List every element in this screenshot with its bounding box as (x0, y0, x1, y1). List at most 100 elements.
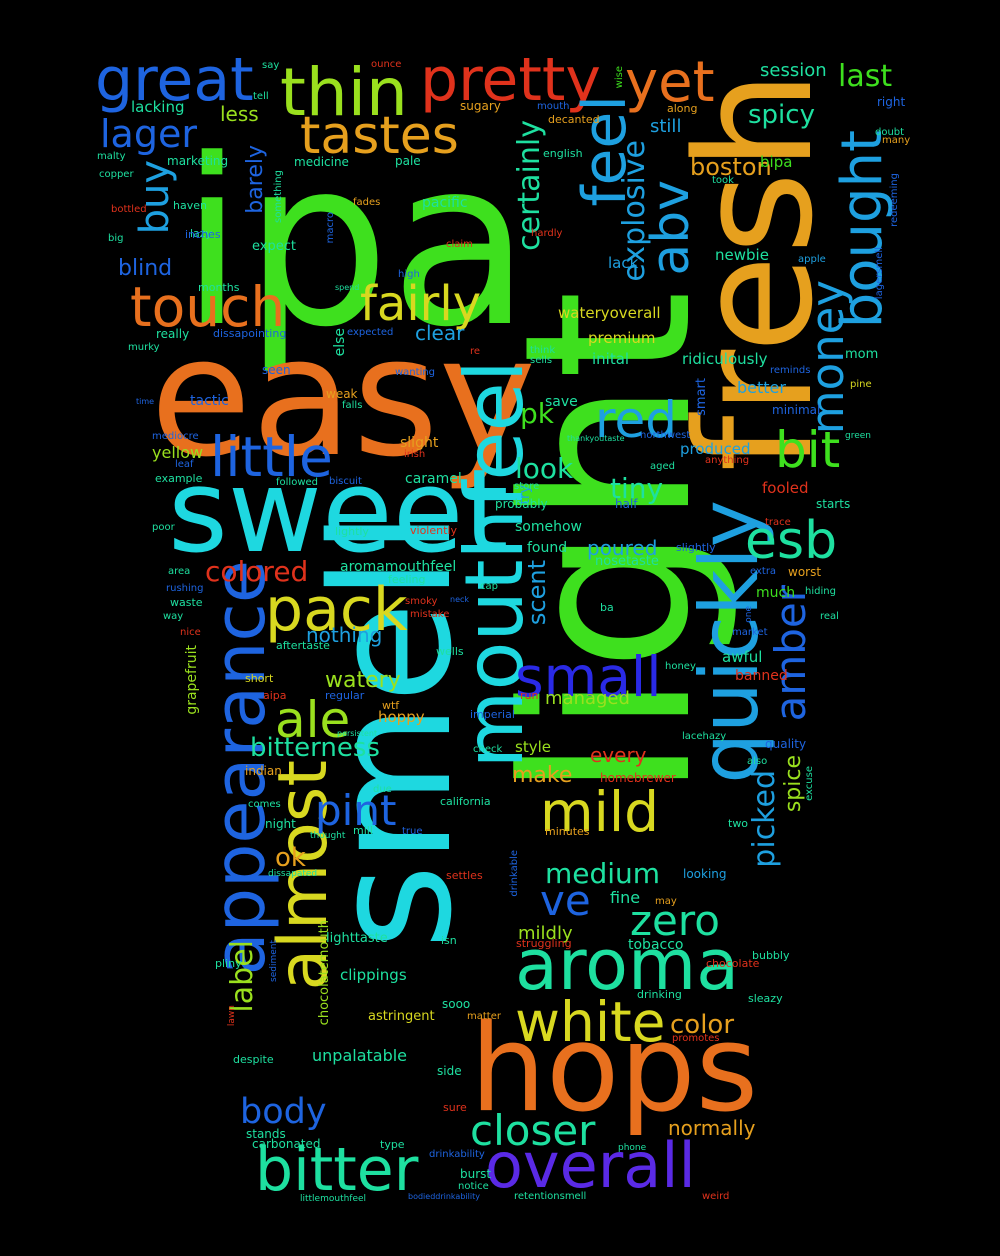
word-color: color (670, 1010, 735, 1040)
word-smart: smart (694, 378, 709, 416)
word-better: better (737, 378, 786, 397)
word-pacific: pacific (422, 195, 468, 211)
word-lack: lack (608, 254, 639, 272)
word-else: else (332, 328, 348, 357)
word-short: short (245, 672, 274, 685)
word-somehow: somehow (515, 519, 582, 535)
word-label: label (225, 940, 260, 1013)
word-may: may (655, 896, 677, 907)
word-say: say (262, 60, 280, 71)
word-trace: trace (765, 517, 791, 528)
word-northwest: northwest (640, 430, 691, 441)
word-bottled: bottled (111, 204, 147, 215)
word-reminds: reminds (770, 365, 811, 376)
word-re: re (470, 346, 481, 357)
word-grapefruit: grapefruit (184, 645, 200, 715)
word-also: also (747, 756, 768, 767)
word-yellow: yellow (152, 443, 204, 462)
word-every: every (590, 743, 647, 767)
word-ounce: ounce (371, 59, 402, 70)
word-drinking: drinking (637, 988, 682, 1001)
word-red: red (595, 391, 677, 449)
word-astringent: astringent (368, 1009, 435, 1024)
word-wateryoverall: wateryoverall (558, 304, 661, 322)
word-managed: managed (545, 688, 630, 709)
word-zero: zero (630, 896, 720, 945)
word-market: market (732, 627, 768, 638)
word-smoky: smoky (405, 596, 438, 607)
word-english: english (543, 147, 583, 160)
word-spicy: spicy (748, 100, 815, 130)
word-lager: lager (100, 112, 197, 156)
word-homebrewer: homebrewer (600, 771, 676, 785)
word-dissapointing: dissapointing (213, 327, 287, 340)
word-one: one (744, 606, 754, 623)
word-many: many (882, 135, 911, 146)
word-sweet: sweet (168, 445, 509, 579)
word-redeeming: redeeming (889, 173, 900, 227)
word-ve: ve (540, 876, 591, 925)
word-wanting: wanting (395, 367, 436, 378)
word-hardly: hardly (531, 228, 563, 239)
word-pale: pale (395, 154, 421, 168)
word-small: small (515, 645, 662, 709)
word-pretty: pretty (420, 45, 601, 115)
word-regular: regular (325, 689, 365, 702)
word-burst: burst (460, 1167, 492, 1181)
word-way: way (163, 611, 184, 622)
word-high: high (398, 269, 420, 280)
word-neck: neck (450, 595, 470, 604)
word-picked: picked (747, 770, 782, 868)
word-ipa: ipa (180, 111, 531, 378)
word-closer: closer (470, 1106, 596, 1155)
word-yet: yet (625, 50, 715, 115)
word-stands: stands (246, 1127, 286, 1141)
word-bit: bit (775, 421, 841, 479)
word-haven: haven (173, 199, 207, 212)
word-hops: hops (470, 1000, 759, 1139)
word-normally: normally (668, 1116, 756, 1140)
word-aroma: aroma (515, 924, 740, 1006)
word-ale: ale (275, 691, 351, 749)
word-thin: thin (280, 54, 408, 131)
word-retentionsmell: retentionsmell (514, 1191, 587, 1202)
word-ok: ok (275, 843, 306, 873)
word-struggling: struggling (516, 937, 572, 950)
word-quality: quality (765, 737, 807, 751)
word-tastes: tastes (300, 106, 459, 166)
word-drinkable: drinkable (509, 850, 520, 897)
word-lighttaste: lighttaste (326, 931, 388, 946)
word-medium: medium (545, 857, 661, 890)
word-worst: worst (788, 565, 822, 579)
word-nosetaste: nosetaste (595, 554, 659, 569)
word-scent: scent (523, 560, 551, 626)
word-ridiculously: ridiculously (682, 350, 768, 368)
word-sooo: sooo (442, 997, 471, 1011)
word-claim: claim (446, 239, 473, 250)
word-mouth: mouth (537, 101, 570, 112)
word-carbonated: carbonated (252, 1137, 321, 1151)
word-weak: weak (326, 387, 358, 401)
word-white: white (515, 990, 666, 1054)
word-pliny: pliny (215, 957, 242, 970)
word-ba: ba (600, 601, 614, 614)
word-minimal: minimal (772, 403, 821, 417)
word-anything: anything (705, 455, 750, 466)
word-pack: pack (265, 575, 408, 645)
word-despite: despite (233, 1053, 274, 1066)
word-check: check (473, 744, 503, 755)
word-hiding: hiding (805, 586, 836, 597)
word-leaf: leaf (175, 459, 194, 470)
word-spice: spice (781, 755, 806, 813)
word-promotes: promotes (672, 1033, 720, 1044)
word-less: less (220, 102, 259, 126)
word-excuse: excuse (804, 766, 815, 801)
word-mill: mill (353, 824, 373, 837)
word-wtf: wtf (382, 699, 400, 712)
word-watery: watery (325, 668, 401, 693)
word-great: great (95, 45, 254, 115)
word-area: area (168, 566, 191, 577)
word-nothing: nothing (306, 623, 383, 647)
word-look: look (515, 452, 574, 485)
word-night: night (265, 817, 296, 831)
